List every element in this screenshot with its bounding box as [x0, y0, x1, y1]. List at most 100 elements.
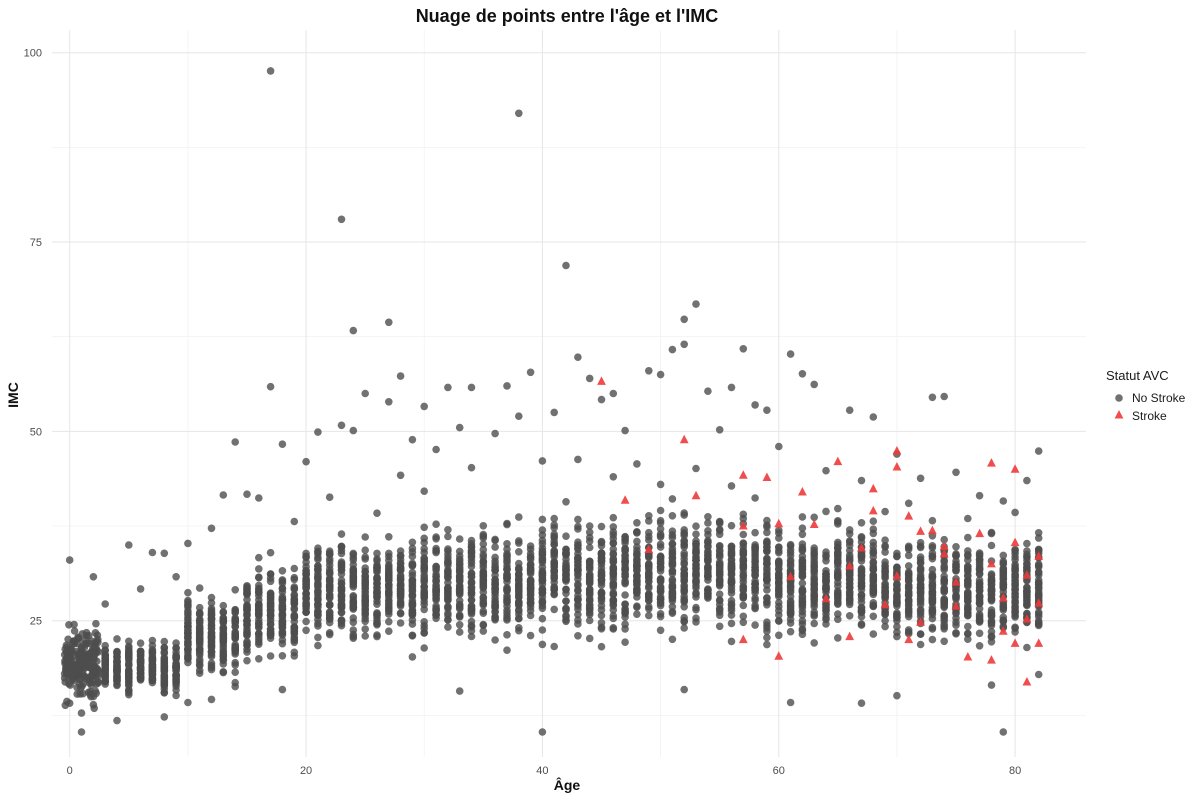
data-point-no-stroke — [916, 630, 925, 638]
data-point-no-stroke — [609, 624, 618, 632]
data-point-no-stroke — [455, 547, 464, 556]
data-point-no-stroke — [538, 577, 547, 585]
data-point-no-stroke — [668, 581, 677, 589]
data-point-no-stroke — [231, 618, 239, 626]
data-point-no-stroke — [515, 582, 523, 591]
data-point-no-stroke — [526, 590, 535, 599]
data-point-stroke — [998, 592, 1008, 602]
data-point-no-stroke — [77, 728, 86, 736]
data-point-no-stroke — [739, 601, 748, 610]
data-point-no-stroke — [314, 633, 322, 642]
data-point-no-stroke — [396, 599, 405, 607]
data-point-no-stroke — [550, 605, 558, 614]
data-point-no-stroke — [692, 522, 700, 530]
data-point-no-stroke — [621, 591, 629, 599]
data-point-no-stroke — [503, 550, 511, 558]
data-point-no-stroke — [987, 541, 996, 550]
data-point-no-stroke — [999, 497, 1008, 505]
data-point-no-stroke — [444, 532, 452, 541]
legend-entry-stroke: Stroke — [1114, 409, 1167, 423]
data-point-no-stroke — [834, 634, 842, 642]
legend-label-no-stroke: No Stroke — [1132, 391, 1186, 405]
data-point-no-stroke — [597, 395, 606, 404]
data-point-stroke — [1034, 598, 1044, 607]
data-point-no-stroke — [266, 548, 275, 557]
data-point-no-stroke — [278, 605, 287, 613]
data-point-no-stroke — [775, 611, 783, 619]
data-point-no-stroke — [715, 596, 724, 604]
data-point-no-stroke — [325, 608, 334, 617]
data-point-no-stroke — [515, 606, 523, 614]
data-point-no-stroke — [538, 457, 547, 465]
data-point-no-stroke — [526, 584, 535, 593]
data-point-no-stroke — [574, 591, 582, 600]
data-point-no-stroke — [668, 345, 677, 354]
data-point-no-stroke — [160, 677, 169, 685]
data-point-no-stroke — [904, 596, 913, 604]
data-point-no-stroke — [680, 526, 688, 534]
data-point-no-stroke — [254, 633, 263, 641]
data-point-no-stroke — [444, 616, 452, 624]
data-point-no-stroke — [432, 445, 440, 454]
data-point-no-stroke — [975, 491, 984, 500]
data-point-stroke — [904, 634, 914, 644]
data-point-no-stroke — [207, 695, 216, 704]
data-point-no-stroke — [893, 628, 901, 637]
data-point-no-stroke — [373, 593, 381, 602]
data-point-no-stroke — [231, 630, 239, 638]
data-point-no-stroke — [798, 524, 807, 532]
data-point-no-stroke — [704, 551, 712, 560]
data-point-no-stroke — [101, 651, 109, 659]
data-point-no-stroke — [727, 542, 736, 551]
data-point-no-stroke — [845, 595, 854, 603]
data-point-no-stroke — [385, 398, 393, 406]
data-point-no-stroke — [125, 690, 133, 699]
data-point-no-stroke — [775, 534, 783, 542]
data-point-no-stroke — [136, 674, 145, 682]
data-point-no-stroke — [845, 612, 854, 620]
data-point-no-stroke — [361, 585, 370, 593]
data-point-no-stroke — [361, 533, 370, 541]
data-point-no-stroke — [479, 563, 488, 572]
data-point-no-stroke — [1023, 596, 1031, 605]
data-point-no-stroke — [869, 612, 878, 621]
data-point-no-stroke — [763, 573, 771, 581]
data-point-no-stroke — [515, 624, 523, 632]
data-point-no-stroke — [160, 637, 169, 646]
data-point-no-stroke — [515, 587, 523, 596]
data-point-no-stroke — [680, 559, 688, 567]
data-point-no-stroke — [668, 635, 677, 644]
data-point-no-stroke — [467, 383, 476, 392]
data-point-no-stroke — [763, 528, 771, 537]
data-point-no-stroke — [550, 567, 558, 575]
data-point-no-stroke — [1034, 545, 1043, 554]
data-point-no-stroke — [621, 608, 629, 616]
data-point-no-stroke — [810, 639, 818, 647]
data-point-no-stroke — [656, 554, 665, 562]
data-point-no-stroke — [680, 340, 688, 349]
data-point-no-stroke — [195, 655, 204, 663]
data-point-no-stroke — [207, 524, 216, 533]
data-point-no-stroke — [1023, 643, 1031, 652]
data-point-no-stroke — [786, 350, 795, 358]
data-point-no-stroke — [609, 539, 618, 547]
data-point-no-stroke — [479, 582, 488, 591]
data-point-no-stroke — [987, 580, 996, 588]
data-point-stroke — [762, 472, 772, 482]
data-point-no-stroke — [243, 637, 251, 646]
data-point-no-stroke — [645, 528, 653, 537]
data-point-no-stroke — [78, 682, 86, 690]
data-point-no-stroke — [715, 564, 724, 572]
data-point-no-stroke — [467, 632, 476, 641]
data-point-no-stroke — [444, 547, 452, 555]
data-point-no-stroke — [503, 558, 511, 567]
legend-entry-no-stroke: No Stroke — [1115, 391, 1186, 405]
data-point-no-stroke — [928, 549, 937, 558]
data-point-no-stroke — [373, 611, 381, 620]
data-point-no-stroke — [928, 574, 937, 582]
data-point-no-stroke — [822, 585, 830, 594]
data-point-no-stroke — [633, 528, 641, 536]
data-point-no-stroke — [786, 578, 795, 587]
data-point-no-stroke — [763, 557, 771, 565]
